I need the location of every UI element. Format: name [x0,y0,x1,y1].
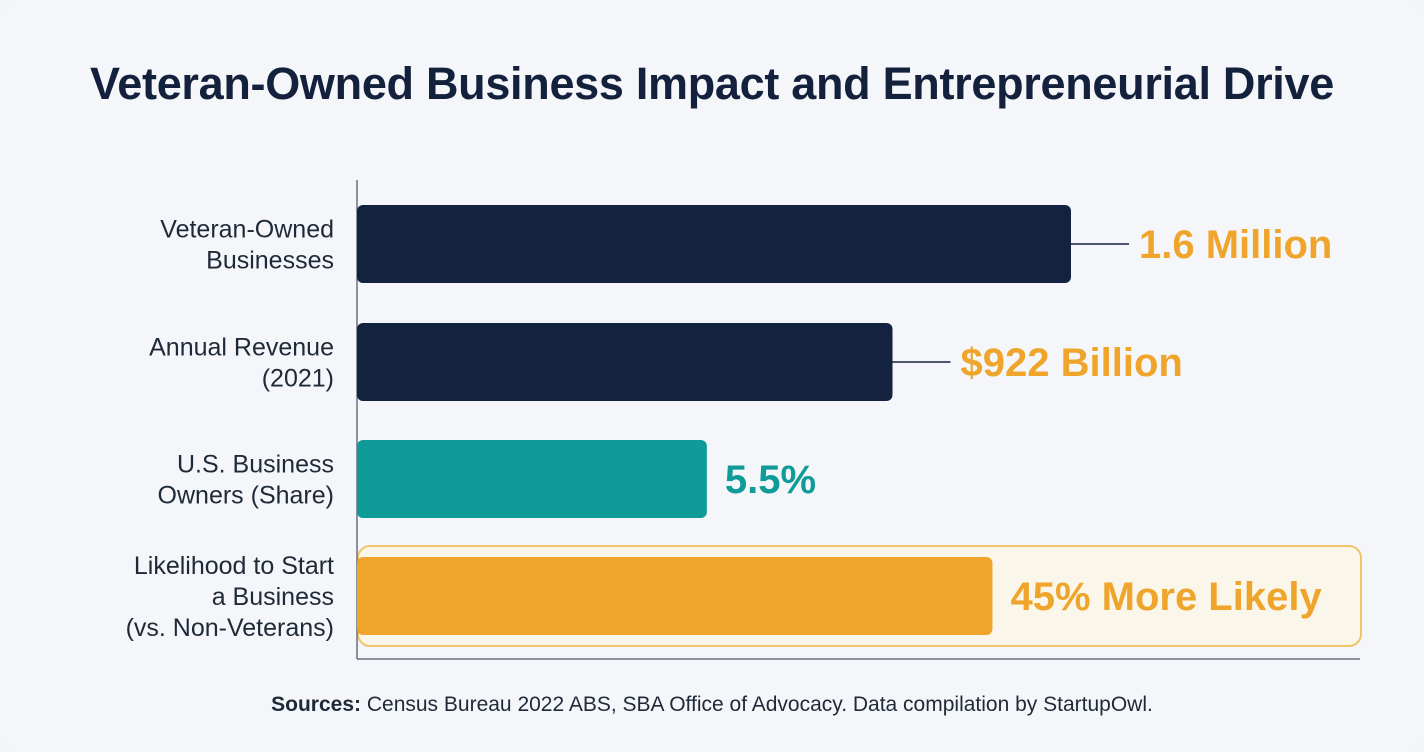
value-label-4: 45% More Likely [1010,575,1322,619]
bar-1 [357,205,1071,283]
value-label-3: 5.5% [725,458,816,502]
category-label-line: Annual Revenue [149,334,334,362]
source-label: Sources: [271,693,362,716]
source-text: Census Bureau 2022 ABS, SBA Office of Ad… [361,693,1153,716]
bar-3 [357,440,707,518]
category-label-line: Owners (Share) [158,482,334,510]
category-label-line: (2021) [262,365,334,393]
category-label-line: Likelihood to Start [134,552,334,580]
value-label-2: $922 Billion [961,341,1183,385]
category-label-line: Businesses [206,247,334,275]
category-label-line: a Business [212,583,334,611]
category-label-3: U.S. Business Owners (Share) [158,451,334,510]
bar-2 [357,323,893,401]
source-note: Sources: Census Bureau 2022 ABS, SBA Off… [0,693,1424,717]
category-label-line: Veteran-Owned [160,216,334,244]
category-label-2: Annual Revenue (2021) [149,334,334,393]
chart-title: Veteran-Owned Business Impact and Entrep… [90,58,1334,109]
category-label-line: (vs. Non-Veterans) [126,614,334,642]
category-label-line: U.S. Business [177,451,334,479]
category-label-1: Veteran-Owned Businesses [160,216,334,275]
value-label-1: 1.6 Million [1139,223,1332,267]
category-label-4: Likelihood to Start a Business (vs. Non-Ve… [126,552,334,642]
bar-4 [357,557,993,635]
